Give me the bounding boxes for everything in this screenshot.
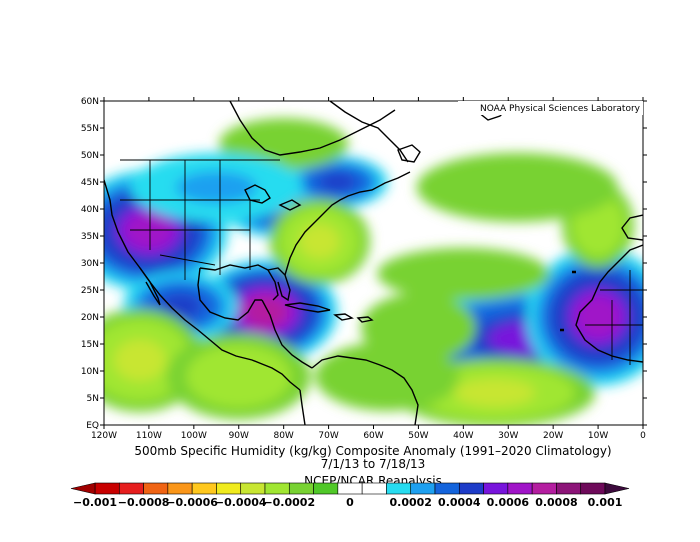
- colorbar-swatch: [531, 482, 557, 495]
- lat-label: 45N: [81, 178, 99, 188]
- colorbar-label: −0.001: [73, 496, 117, 509]
- anomaly-contour: [124, 211, 174, 250]
- colorbar-label: −0.0004: [215, 496, 267, 509]
- colorbar-swatch: [216, 482, 242, 495]
- lat-label: 25N: [81, 286, 99, 296]
- colorbar-swatch: [313, 482, 339, 495]
- colorbar: [70, 482, 630, 495]
- lat-label: 55N: [81, 124, 99, 134]
- colorbar-swatch: [240, 482, 266, 495]
- colorbar-arrow-left: [70, 482, 96, 495]
- lon-label: 50W: [408, 431, 428, 441]
- credit-text: NOAA Physical Sciences Laboratory: [480, 104, 641, 114]
- colorbar-swatch: [483, 482, 509, 495]
- colorbar-label: 0.001: [588, 496, 623, 509]
- lon-label: 20W: [543, 431, 563, 441]
- colorbar-swatch: [118, 482, 144, 495]
- anomaly-contour: [114, 339, 166, 381]
- colorbar-swatch: [94, 482, 120, 495]
- anomaly-contour: [159, 293, 202, 319]
- colorbar-swatch: [337, 482, 363, 495]
- map-date-range: 7/1/13 to 7/18/13: [321, 457, 426, 471]
- credit-box: [458, 101, 643, 115]
- anomaly-contour: [411, 258, 516, 290]
- political-borders: [120, 159, 643, 365]
- lat-label: 40N: [81, 205, 99, 215]
- anomaly-contour: [454, 378, 536, 407]
- anomaly-contour: [343, 355, 431, 398]
- lon-label: 120W: [91, 431, 117, 441]
- latitude-axis: 60N 55N 50N 45N 40N 35N 30N 25N 20N 15N 10N 5N EQ: [81, 97, 647, 431]
- colorbar-swatch: [580, 482, 606, 495]
- colorbar-swatch: [556, 482, 582, 495]
- lat-label: 30N: [81, 259, 99, 269]
- lat-label: EQ: [86, 421, 99, 431]
- lon-label: 110W: [136, 431, 162, 441]
- lon-label: 90W: [229, 431, 249, 441]
- colorbar-swatch: [361, 482, 387, 495]
- colorbar-swatch: [458, 482, 484, 495]
- lon-label: 40W: [453, 431, 473, 441]
- anomaly-contour: [205, 356, 273, 397]
- lon-label: 80W: [273, 431, 293, 441]
- lat-label: 50N: [81, 151, 99, 161]
- lon-label: 30W: [498, 431, 518, 441]
- lat-label: 20N: [81, 313, 99, 323]
- colorbar-swatch: [191, 482, 217, 495]
- lon-label: 100W: [181, 431, 207, 441]
- anomaly-contour: [176, 171, 257, 204]
- anomaly-contour: [383, 307, 453, 349]
- lon-label: 10W: [588, 431, 608, 441]
- anomaly-contour: [244, 296, 288, 328]
- coastlines: [104, 101, 643, 425]
- colorbar-label: −0.0006: [166, 496, 218, 509]
- anomaly-contour: [456, 166, 578, 209]
- lon-label: 0: [640, 431, 646, 441]
- anomaly-contour: [299, 224, 340, 259]
- colorbar-label: 0: [346, 496, 354, 509]
- colorbar-label: 0.0004: [438, 496, 481, 509]
- colorbar-swatch: [167, 482, 193, 495]
- colorbar-swatch: [264, 482, 290, 495]
- lat-label: 15N: [81, 340, 99, 350]
- colorbar-arrow-right: [604, 482, 630, 495]
- longitude-axis: 120W 110W 100W 90W 80W 70W 60W 50W 40W 30W 20W 10W 0: [91, 97, 646, 441]
- colorbar-swatch: [434, 482, 460, 495]
- lon-label: 60W: [363, 431, 383, 441]
- colorbar-swatch: [410, 482, 436, 495]
- lon-label: 70W: [318, 431, 338, 441]
- lat-label: 60N: [81, 97, 99, 107]
- colorbar-swatch: [507, 482, 533, 495]
- lat-label: 5N: [87, 394, 99, 404]
- colorbar-label: 0.0006: [487, 496, 530, 509]
- colorbar-label: 0.0002: [389, 496, 431, 509]
- lat-label: 10N: [81, 367, 99, 377]
- colorbar-swatch: [143, 482, 169, 495]
- colorbar-label: −0.0002: [263, 496, 315, 509]
- colorbar-swatch: [288, 482, 314, 495]
- anomaly-contour: [319, 172, 356, 192]
- anomaly-contour: [581, 205, 615, 246]
- colorbar-labels: −0.001 −0.0008−0.0006−0.0004−0.0002 0 0.000…: [73, 496, 622, 509]
- map-title: 500mb Specific Humidity (kg/kg) Composit…: [134, 444, 611, 458]
- colorbar-swatch: [386, 482, 412, 495]
- anomaly-contour: [575, 295, 621, 339]
- colorbar-label: 0.0008: [535, 496, 577, 509]
- colorbar-label: −0.0008: [118, 496, 170, 509]
- lat-label: 35N: [81, 232, 99, 242]
